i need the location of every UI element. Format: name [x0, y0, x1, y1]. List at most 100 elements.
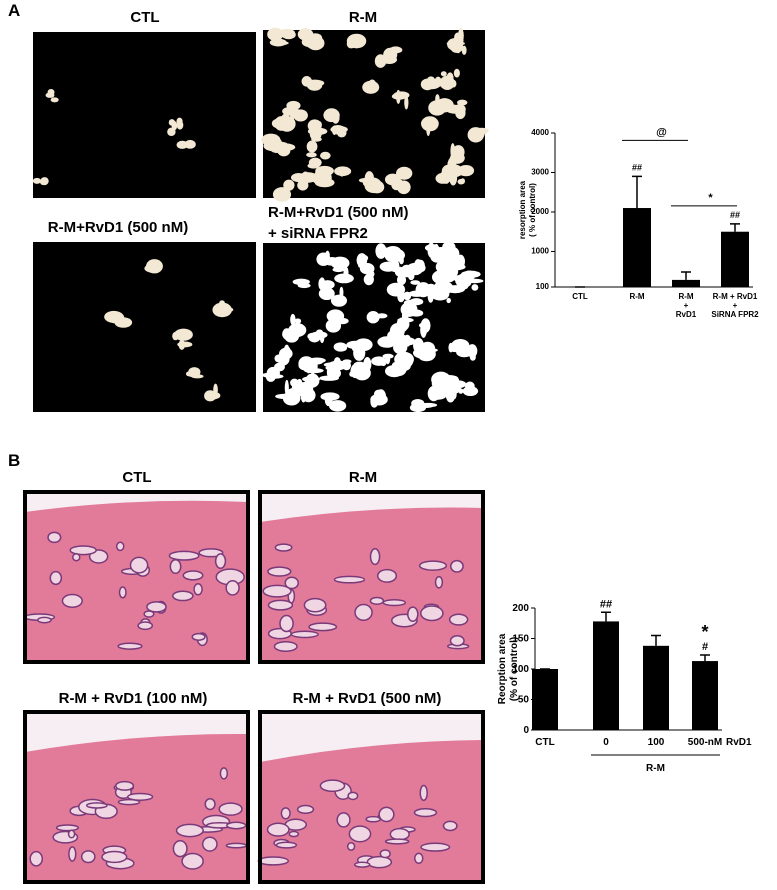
y-axis-label: resorption area( % of control)	[518, 180, 537, 239]
blob	[50, 97, 59, 103]
blob	[324, 393, 333, 407]
blob	[294, 318, 302, 324]
image-title: R-M + RvD1 (500 nM)	[293, 690, 442, 707]
bar	[692, 661, 718, 730]
significance-mark: ##	[730, 210, 740, 220]
lacuna	[129, 556, 149, 574]
lacuna	[175, 823, 204, 838]
lacuna	[354, 603, 373, 622]
blob	[386, 282, 406, 297]
lacuna	[257, 856, 290, 866]
lacuna	[434, 575, 444, 589]
blob	[363, 273, 374, 286]
blob	[388, 178, 403, 184]
bracket-label: *	[708, 192, 713, 204]
lacuna	[117, 642, 143, 650]
lacuna	[348, 825, 372, 843]
lacuna	[55, 824, 79, 832]
blob	[298, 172, 319, 183]
blob	[286, 100, 301, 111]
blob	[308, 157, 322, 168]
y-tick-label: 100	[536, 282, 550, 291]
blob	[457, 178, 465, 185]
lacuna	[308, 622, 338, 632]
blob	[306, 140, 318, 153]
blob	[404, 95, 409, 110]
image-bg	[33, 242, 256, 412]
blob	[453, 36, 464, 46]
lacuna	[336, 812, 351, 828]
panel-label: A	[8, 1, 20, 20]
lacuna	[137, 621, 154, 631]
blob	[176, 140, 188, 149]
blob	[32, 177, 42, 184]
blob	[307, 127, 328, 136]
image-bg	[33, 32, 256, 198]
blob	[394, 266, 405, 277]
lacuna	[279, 614, 294, 633]
micrograph	[257, 710, 485, 884]
blob	[328, 400, 347, 412]
blob	[397, 354, 414, 369]
lacuna	[198, 548, 224, 558]
lacuna	[61, 593, 83, 608]
lacuna	[172, 590, 194, 602]
blob	[346, 39, 356, 49]
image-title: R-M	[349, 9, 377, 26]
lacuna	[226, 821, 247, 830]
y-tick-label: 50	[518, 694, 530, 705]
lacuna	[36, 616, 52, 624]
lacuna	[288, 830, 300, 838]
bar	[721, 231, 749, 287]
blob	[306, 79, 323, 91]
blob	[267, 27, 284, 41]
lacuna	[407, 606, 419, 622]
blob	[316, 252, 331, 266]
lacuna	[69, 545, 97, 556]
lacuna	[418, 560, 448, 571]
tissue-edge	[25, 712, 248, 752]
blob	[445, 387, 456, 403]
blob	[315, 165, 334, 176]
blob	[450, 263, 459, 278]
tissue-edge	[260, 712, 483, 762]
micrograph	[261, 241, 485, 413]
lacuna	[389, 827, 410, 841]
lacuna	[347, 791, 359, 801]
lacuna	[275, 841, 298, 849]
blob	[293, 109, 308, 122]
lacuna	[448, 613, 469, 626]
blob	[462, 277, 472, 287]
error-bar	[651, 634, 661, 646]
y-tick-label: 200	[512, 603, 529, 614]
image-frame	[23, 490, 250, 664]
significance-mark: ##	[600, 598, 612, 610]
blob	[310, 331, 328, 339]
x-tick-label: CTL	[572, 292, 588, 301]
blob	[375, 243, 387, 259]
image-bg	[25, 492, 248, 662]
blob	[204, 391, 221, 400]
y-tick-label: 3000	[531, 168, 549, 177]
blob	[316, 120, 322, 129]
blob	[334, 273, 354, 284]
blob	[367, 79, 377, 92]
lacuna	[449, 635, 465, 647]
blob	[377, 336, 397, 348]
lacuna	[115, 780, 135, 791]
lacuna	[85, 802, 108, 809]
lacuna	[172, 839, 188, 858]
blob	[358, 263, 363, 268]
error-bar	[681, 271, 691, 280]
blob	[366, 263, 372, 270]
lacuna	[346, 842, 356, 851]
blob	[185, 370, 198, 377]
lacuna	[168, 550, 200, 561]
lacuna	[29, 850, 44, 867]
blob	[410, 280, 421, 285]
y-tick-label: 150	[512, 633, 529, 644]
blob	[396, 166, 413, 180]
lacuna	[181, 852, 204, 870]
blob	[435, 94, 440, 104]
blob	[272, 187, 292, 202]
